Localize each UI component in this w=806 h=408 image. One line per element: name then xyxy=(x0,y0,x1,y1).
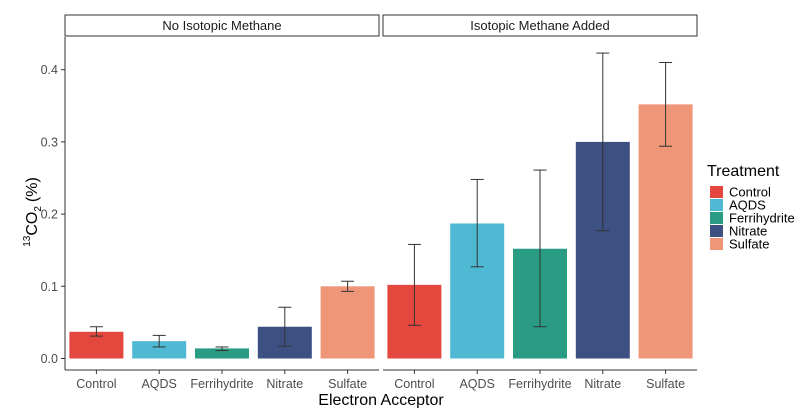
bar xyxy=(320,286,375,359)
y-tick-label: 0.1 xyxy=(41,280,58,294)
legend-item: Ferrihydrite xyxy=(710,211,795,226)
bar xyxy=(195,348,249,359)
facet-strip xyxy=(382,14,698,37)
x-tick-label: Sulfate xyxy=(646,377,685,391)
y-axis-title-subscript: 2 xyxy=(33,206,44,212)
error-bar xyxy=(152,334,166,348)
x-tick-label: AQDS xyxy=(459,377,494,391)
x-tick-label: Ferrihydrite xyxy=(508,377,571,391)
panels-layer: No Isotopic Methane Control AQDS Ferrihydri… xyxy=(64,14,698,391)
legend-label: AQDS xyxy=(729,198,766,213)
error-bar xyxy=(533,169,547,328)
legend-swatch xyxy=(710,225,723,237)
legend-item: Nitrate xyxy=(710,224,767,239)
x-tick-label: Nitrate xyxy=(584,377,621,391)
x-tick-label: Control xyxy=(394,377,434,391)
legend-label: Ferrihydrite xyxy=(729,211,795,226)
legend-item: Sulfate xyxy=(710,237,769,252)
y-tick-label: 0.4 xyxy=(41,63,58,77)
legend-label: Nitrate xyxy=(729,224,767,239)
bar xyxy=(132,341,187,359)
error-bar xyxy=(596,52,610,232)
legend-swatch xyxy=(710,186,723,198)
facet-strip-label: Isotopic Methane Added xyxy=(470,18,610,33)
x-tick-label: AQDS xyxy=(141,377,176,391)
y-axis-title-unit: (%) xyxy=(24,177,41,202)
x-axis-title: Electron Acceptor xyxy=(318,392,444,408)
y-tick-label: 0.3 xyxy=(41,135,58,149)
error-bar xyxy=(278,306,292,347)
error-bar xyxy=(470,178,484,268)
legend-swatch xyxy=(710,212,723,224)
error-bar xyxy=(89,326,103,337)
legend-label: Control xyxy=(729,185,771,200)
error-bar xyxy=(407,243,421,326)
x-tick-label: Nitrate xyxy=(266,377,303,391)
facet-panel: Isotopic Methane Added Control AQDS Ferrihy… xyxy=(382,14,698,391)
y-tick-label: 0.2 xyxy=(41,208,58,222)
legend: Treatment ControlAQDSFerrihydriteNitrate… xyxy=(707,163,795,252)
x-tick-label: Ferrihydrite xyxy=(190,377,253,391)
legend-label: Sulfate xyxy=(729,237,769,252)
facet-strip-label: No Isotopic Methane xyxy=(162,18,281,33)
y-axis-title-main: CO xyxy=(24,212,41,236)
error-bar xyxy=(215,346,229,352)
y-tick-label: 0.0 xyxy=(41,352,58,366)
legend-item: Control xyxy=(710,185,771,200)
y-axis: 0.0 0.1 0.2 0.3 0.4 xyxy=(41,37,66,370)
error-bar xyxy=(659,61,673,147)
legend-item: AQDS xyxy=(710,198,766,213)
facet-strip xyxy=(64,14,380,37)
y-axis-title: 13CO2 (%) xyxy=(22,177,44,247)
error-bar xyxy=(341,280,355,292)
legend-title: Treatment xyxy=(707,163,780,180)
x-tick-label: Sulfate xyxy=(328,377,367,391)
x-tick-label: Control xyxy=(76,377,116,391)
facet-panel: No Isotopic Methane Control AQDS Ferrihydri… xyxy=(64,14,380,391)
legend-swatch xyxy=(710,238,723,250)
y-axis-title-superscript: 13 xyxy=(22,235,33,247)
legend-swatch xyxy=(710,199,723,211)
